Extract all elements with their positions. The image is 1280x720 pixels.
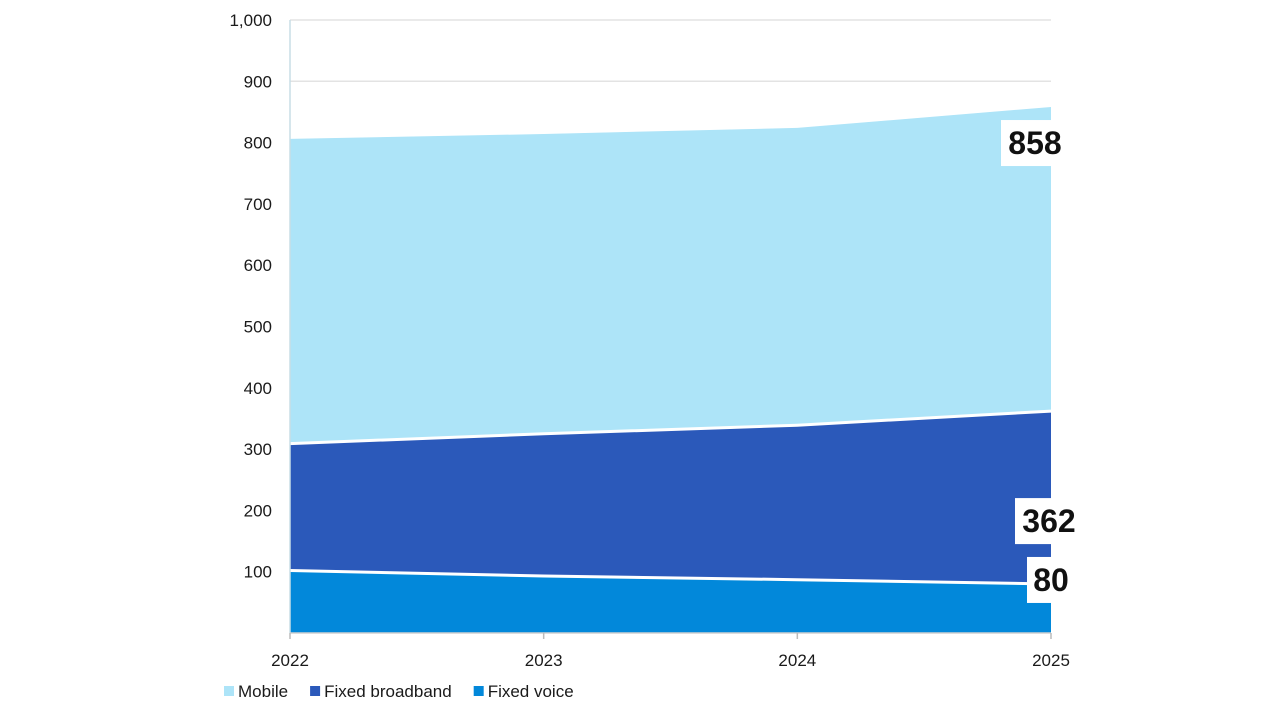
end-label-fixed-broadband: 362: [1015, 498, 1083, 545]
axes: [289, 20, 1051, 634]
y-tick-label: 100: [244, 563, 272, 582]
legend-item-fixed-voice: Fixed voice: [473, 682, 574, 701]
end-label-mobile: 858: [1001, 120, 1069, 167]
legend-swatch: [224, 686, 234, 696]
legend-label: Fixed voice: [488, 682, 574, 701]
legend: Mobile Fixed broadband Fixed voice: [224, 682, 574, 701]
legend-swatch: [310, 686, 321, 696]
area-series: [289, 107, 1052, 633]
y-tick-label: 700: [244, 195, 272, 214]
y-tick-label: 900: [244, 72, 272, 91]
y-tick-label: 300: [244, 440, 272, 459]
x-tick-label: 2022: [271, 651, 309, 670]
legend-swatch: [473, 686, 484, 696]
x-tick-label: 2023: [525, 651, 563, 670]
legend-item-mobile: Mobile: [224, 682, 288, 701]
y-tick-label: 1,000: [229, 11, 272, 30]
legend-item-fixed-broadband: Fixed broadband: [310, 682, 452, 701]
area-fixed-voice: [290, 570, 1051, 633]
x-tick-label: 2024: [778, 651, 816, 670]
end-label-box: [1001, 120, 1069, 167]
y-tick-label: 600: [244, 256, 272, 275]
end-label-value: 362: [1022, 503, 1075, 539]
end-label-box: [1027, 556, 1075, 603]
end-label-fixed-voice: 80: [1027, 556, 1075, 603]
y-tick-label: 500: [244, 318, 272, 337]
y-tick-label: 200: [244, 501, 272, 520]
x-tick-label: 2025: [1032, 651, 1070, 670]
boundary-line-fixed-voice: [289, 569, 1052, 586]
y-tick-label: 800: [244, 134, 272, 153]
boundary-line-fixed-broadband: [289, 409, 1052, 446]
end-label-value: 858: [1008, 125, 1061, 161]
end-label-value: 80: [1033, 562, 1069, 598]
x-axis-ticks: 2022 2023 2024 2025: [271, 633, 1070, 670]
y-axis-ticks: 100 200 300 400 500 600 700 800 900 1,000: [229, 11, 272, 582]
end-labels: 80 362 858: [1001, 120, 1083, 603]
area-fixed-broadband: [290, 411, 1051, 584]
legend-label: Fixed broadband: [324, 682, 452, 701]
legend-label: Mobile: [238, 682, 288, 701]
area-mobile: [290, 107, 1051, 444]
y-tick-label: 400: [244, 379, 272, 398]
end-label-box: [1015, 498, 1083, 545]
